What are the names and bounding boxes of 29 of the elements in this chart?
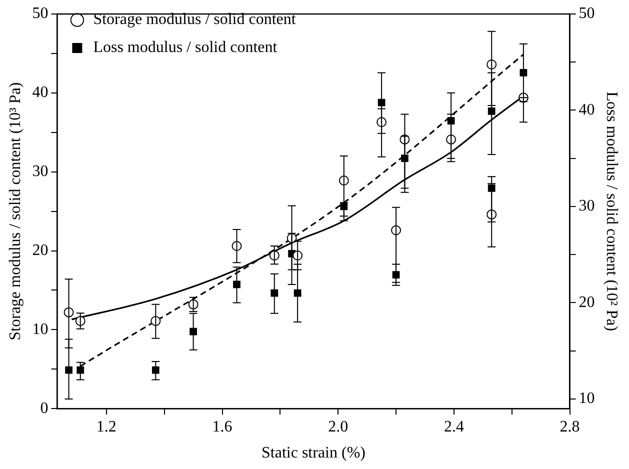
x-tick-label: 2.4 [444,418,464,436]
y-tick-label: 50 [32,5,48,22]
point [294,289,302,297]
y2-tick-label: 50 [578,5,595,22]
x-tick-label: 2.8 [560,418,580,436]
y-tick-label: 20 [32,242,48,259]
point [65,366,72,374]
point [190,328,197,336]
x-tick-label: 1.6 [212,418,232,436]
y2-tick-label: 30 [578,198,595,215]
y-tick-label: 30 [32,163,48,180]
y-axis-title: Storage modulus / solid content (10³ Pa) [6,82,24,340]
y-tick-label: 40 [32,84,48,102]
point [401,154,408,162]
point [76,366,84,374]
y2-axis-title: Loss modulus / solid content (10² Pa) [603,92,620,332]
point [488,184,496,192]
point [488,108,496,115]
legend-label: Loss modulus / solid content [93,39,278,56]
y-tick-label: 10 [32,320,48,338]
y2-tick-label: 40 [578,101,595,118]
x-axis-title: Static strain (%) [262,444,366,462]
y2-tick-label: 20 [578,294,595,311]
x-tick-label: 1.2 [96,418,116,436]
point [152,366,160,374]
x-tick-label: 2.0 [328,418,348,436]
point [270,289,278,297]
y2-tick-label: 10 [578,390,595,408]
y-tick-label: 0 [40,400,48,417]
